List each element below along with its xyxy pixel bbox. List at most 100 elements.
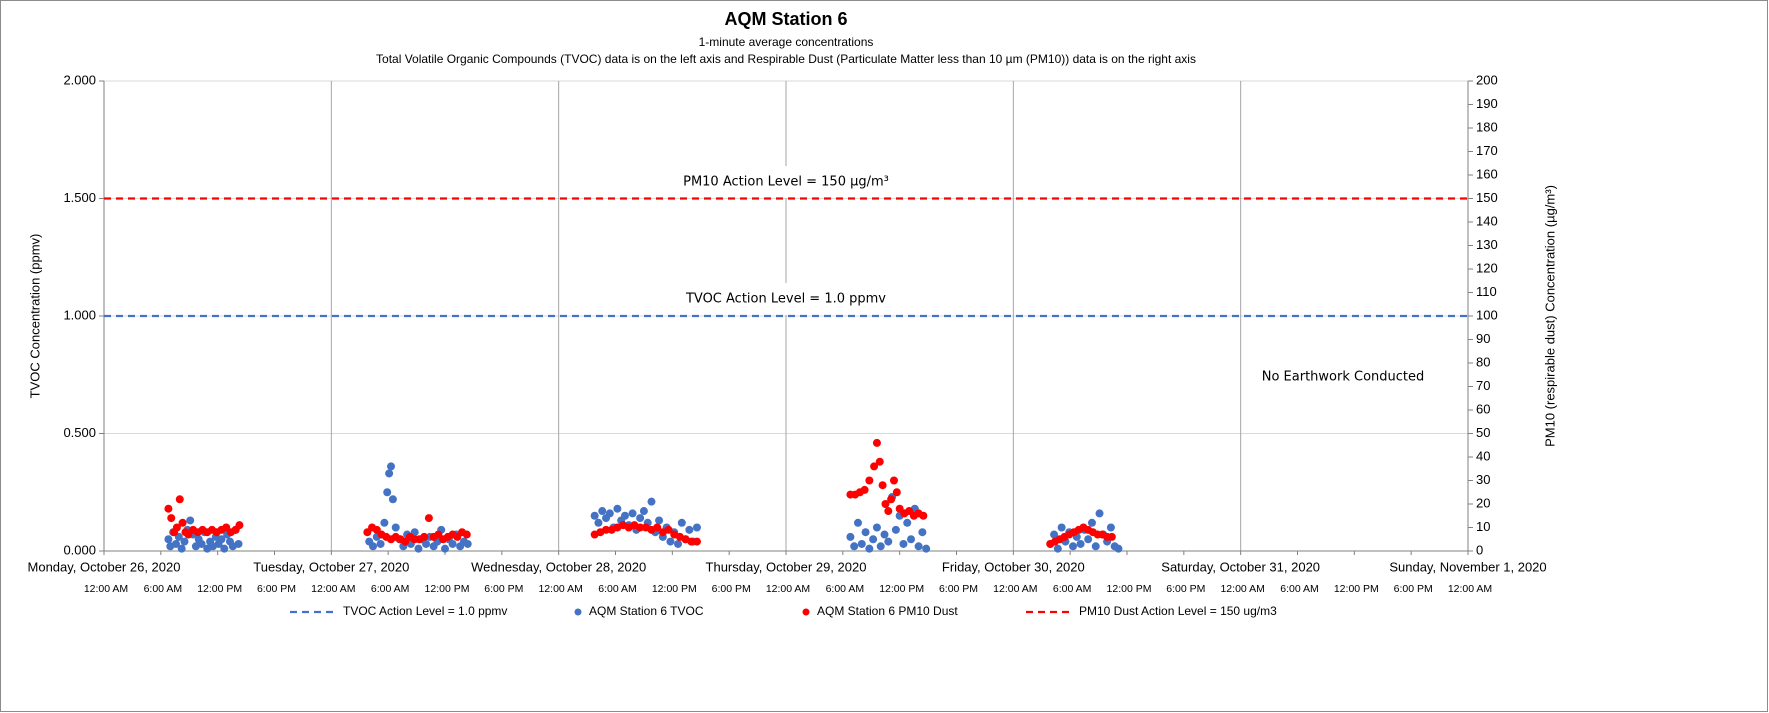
data-point [462,530,471,539]
data-point [628,509,637,518]
data-point [1076,539,1085,548]
data-point [903,518,912,527]
data-point [876,542,885,551]
x-tick-label: 6:00 PM [484,583,523,595]
y-tick-label: 0.500 [63,425,96,440]
data-point [884,537,893,546]
data-point [692,523,701,532]
x-tick-label: 6:00 PM [939,583,978,595]
data-point [687,537,696,546]
legend-label: AQM Station 6 PM10 Dust [817,604,958,618]
data-point [602,525,611,534]
data-point [872,438,881,447]
x-day-label: Thursday, October 29, 2020 [706,559,867,574]
data-point [881,500,890,508]
data-point [1084,535,1093,544]
data-point [235,521,244,530]
data-point [677,518,686,527]
data-point [1053,544,1062,553]
x-tick-label: 12:00 PM [879,583,924,595]
data-point [899,539,908,548]
data-point [178,518,187,527]
data-point [387,462,396,471]
data-point [376,539,385,548]
annotation: PM10 Action Level = 150 µg/m³ [683,175,889,190]
data-point [850,542,859,551]
y2-tick-label: 140 [1476,213,1498,228]
legend-label: PM10 Dust Action Level = 150 ug/m3 [1079,604,1277,618]
x-tick-label: 12:00 AM [993,583,1037,595]
data-point [175,495,184,504]
data-point [639,507,648,516]
y2-tick-label: 130 [1476,237,1498,252]
x-tick-label: 6:00 PM [1394,583,1433,595]
data-point [172,523,181,532]
y2-tick-label: 10 [1476,519,1490,534]
data-point [857,539,866,548]
data-point [922,544,931,553]
x-tick-label: 6:00 AM [826,583,865,595]
data-point [177,544,186,553]
data-point [424,514,433,523]
data-point [880,530,889,539]
data-point [1069,542,1078,551]
data-point [388,495,397,504]
y2-tick-label: 190 [1476,96,1498,111]
data-point [391,523,400,532]
data-point [167,514,176,523]
data-point [164,535,173,544]
data-point [918,528,927,537]
data-point [620,511,629,520]
x-tick-label: 12:00 AM [1220,583,1264,595]
y2-tick-label: 40 [1476,448,1490,463]
data-point [889,476,898,485]
data-point [1091,542,1100,551]
y2-tick-label: 170 [1476,143,1498,158]
x-tick-label: 6:00 AM [598,583,637,595]
x-tick-label: 12:00 PM [1334,583,1379,595]
x-tick-label: 6:00 AM [1280,583,1319,595]
data-point [653,523,662,532]
data-point [420,532,429,541]
data-point [234,539,243,548]
legend-swatch [802,608,810,616]
data-point [878,481,887,490]
data-point [870,462,879,471]
data-point [463,539,472,548]
data-point [914,542,923,551]
y2-tick-label: 200 [1476,72,1498,87]
data-point [869,535,878,544]
data-point [853,518,862,527]
x-day-label: Sunday, November 1, 2020 [1389,559,1546,574]
x-day-label: Wednesday, October 28, 2020 [471,559,646,574]
y-tick-label: 1.000 [63,307,96,322]
data-point [171,539,180,548]
x-tick-label: 12:00 AM [84,583,128,595]
data-point [448,539,457,548]
y-axis-label: TVOC Concentration (ppmv) [27,234,42,399]
data-point [441,544,449,553]
y2-tick-label: 80 [1476,354,1490,369]
data-point [872,523,881,532]
x-tick-label: 6:00 PM [257,583,296,595]
data-point [919,511,928,520]
x-tick-label: 6:00 PM [712,583,751,595]
y2-tick-label: 100 [1476,307,1498,322]
y2-tick-label: 180 [1476,119,1498,134]
y2-tick-label: 0 [1476,542,1483,557]
data-point [636,523,645,532]
data-point [186,516,195,525]
data-point [647,497,656,506]
data-point [1114,544,1123,553]
x-tick-label: 12:00 PM [425,583,470,595]
data-point [594,518,603,527]
data-point [892,488,901,497]
data-point [865,476,874,485]
y-tick-label: 1.500 [63,190,96,205]
data-point [217,535,226,544]
data-point [655,516,664,525]
x-tick-label: 12:00 AM [538,583,582,595]
data-point [674,539,683,548]
